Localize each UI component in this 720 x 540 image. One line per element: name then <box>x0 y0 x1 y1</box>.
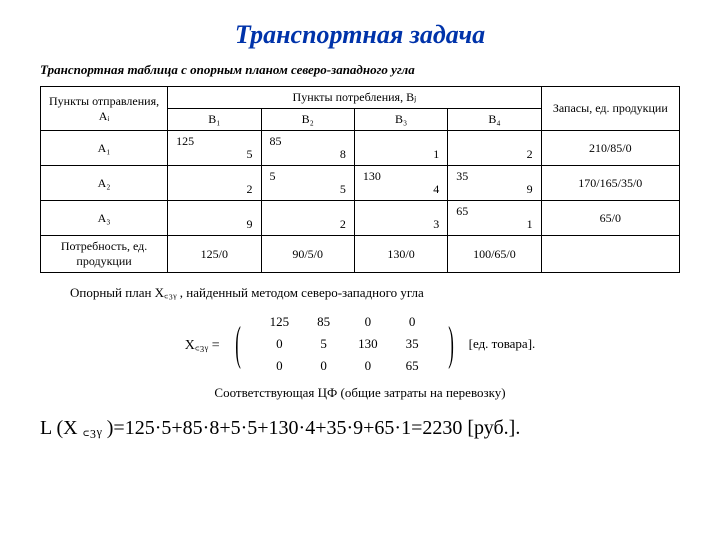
stock-cell: 65/0 <box>541 201 679 236</box>
header-demand: Потребность, ед. продукции <box>41 236 168 273</box>
cell: 1 <box>361 134 441 162</box>
stock-cell: 170/165/35/0 <box>541 166 679 201</box>
bracket-left: ( <box>235 322 241 365</box>
cf-caption: Соответствующая ЦФ (общие затраты на пер… <box>40 385 680 401</box>
demand-cell: 100/65/0 <box>448 236 541 273</box>
demand-cell: 90/5/0 <box>261 236 354 273</box>
cell: 2 <box>268 204 348 232</box>
formula-unit: [руб.]. <box>467 417 520 439</box>
header-stock: Запасы, ед. продукции <box>541 87 679 131</box>
matrix-block: X꜀₃ᵧ = ( 1258500 0513035 00065 ) [ед. то… <box>40 311 680 377</box>
table-row: А₁ 1255 858 1 2 210/85/0 <box>41 131 680 166</box>
matrix-unit: [ед. товара]. <box>469 336 536 352</box>
matrix-label: X꜀₃ᵧ = <box>185 335 220 354</box>
header-destinations: Пункты потребления, Вⱼ <box>168 87 542 109</box>
bracket-right: ) <box>448 322 454 365</box>
stock-cell: 210/85/0 <box>541 131 679 166</box>
cell: 359 <box>454 169 534 197</box>
plan-caption: Опорный план X꜀₃ᵧ , найденный методом се… <box>70 283 680 301</box>
formula-expr: 125·5+85·8+5·5+130·4+35·9+65·1=2230 <box>125 417 463 439</box>
header-b3: В₃ <box>354 109 447 131</box>
header-b4: В₄ <box>448 109 541 131</box>
matrix: 1258500 0513035 00065 <box>256 311 433 377</box>
row-label: А₁ <box>41 131 168 166</box>
table-row: А₂ 2 55 1304 359 170/165/35/0 <box>41 166 680 201</box>
header-b1: В₁ <box>168 109 261 131</box>
cell: 858 <box>268 134 348 162</box>
demand-cell: 125/0 <box>168 236 261 273</box>
cell: 2 <box>174 169 254 197</box>
transport-table: Пункты отправления, Аᵢ Пункты потреблени… <box>40 86 680 273</box>
cell: 651 <box>454 204 534 232</box>
page-title: Транспортная задача <box>40 20 680 50</box>
cell: 3 <box>361 204 441 232</box>
empty-cell <box>541 236 679 273</box>
demand-row: Потребность, ед. продукции 125/0 90/5/0 … <box>41 236 680 273</box>
demand-cell: 130/0 <box>354 236 447 273</box>
cell: 2 <box>454 134 534 162</box>
table-subtitle: Транспортная таблица с опорным планом се… <box>40 62 680 78</box>
table-row: А₃ 9 2 3 651 65/0 <box>41 201 680 236</box>
cell: 9 <box>174 204 254 232</box>
header-b2: В₂ <box>261 109 354 131</box>
row-label: А₃ <box>41 201 168 236</box>
row-label: А₂ <box>41 166 168 201</box>
cell: 1255 <box>174 134 254 162</box>
cell: 1304 <box>361 169 441 197</box>
formula-lhs: L (X ꜀₃ᵧ )= <box>40 417 125 439</box>
header-origin: Пункты отправления, Аᵢ <box>41 87 168 131</box>
cell: 55 <box>268 169 348 197</box>
objective-formula: L (X ꜀₃ᵧ )=125·5+85·8+5·5+130·4+35·9+65·… <box>40 413 680 440</box>
